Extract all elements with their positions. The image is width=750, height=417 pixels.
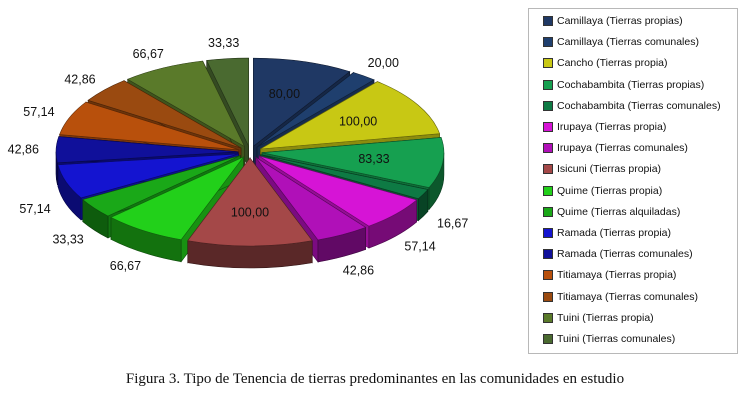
legend-entry: Ramada (Tierras comunales) (543, 247, 693, 261)
legend-swatch (543, 270, 553, 281)
data-label: 83,33 (358, 152, 389, 166)
legend-entry: Irupaya (Tierras comunales) (543, 141, 688, 155)
legend-label: Irupaya (Tierras propia) (557, 121, 667, 133)
data-label: 80,00 (269, 87, 300, 101)
legend-entry: Cancho (Tierras propia) (543, 56, 668, 70)
legend-label: Cancho (Tierras propia) (557, 57, 668, 70)
pie-slice-8 (187, 157, 313, 269)
legend-swatch (543, 249, 553, 260)
legend-entry: Quime (Tierras alquiladas) (543, 205, 680, 219)
data-label: 42,86 (8, 142, 39, 156)
data-label: 57,14 (404, 240, 435, 254)
legend-entry: Ramada (Tierras propia) (543, 226, 671, 240)
legend-label: Camillaya (Tierras comunales) (557, 36, 699, 49)
legend-entry: Camillaya (Tierras propias) (543, 14, 683, 28)
legend-label: Titiamaya (Tierras comunales) (557, 290, 699, 303)
legend-swatch (543, 58, 553, 69)
data-label: 42,86 (64, 72, 95, 86)
legend-swatch (543, 185, 553, 196)
legend-swatch (543, 143, 553, 154)
legend-swatch (543, 228, 553, 238)
legend-swatch (543, 164, 553, 175)
legend-label: Camillaya (Tierras propias) (557, 15, 683, 27)
legend-label: Cochabambita (Tierras comunales) (557, 99, 721, 112)
legend-label: Tuini (Tierras propia) (557, 311, 654, 324)
data-label: 66,67 (110, 259, 141, 273)
legend-swatch (543, 79, 553, 90)
legend-entry: Tuini (Tierras comunales) (543, 332, 675, 346)
legend-entry: Irupaya (Tierras propia) (543, 120, 666, 134)
pie-chart: 80,0020,00100,0083,3316,6757,1442,86100,… (8, 36, 469, 278)
legend-entry: Titiamaya (Tierras comunales) (543, 290, 698, 304)
legend-swatch (543, 291, 553, 302)
legend-swatch (543, 312, 553, 323)
figure-caption: Figura 3. Tipo de Tenencia de tierras pr… (125, 371, 625, 387)
data-label: 57,14 (19, 202, 50, 216)
legend-entry: Camillaya (Tierras comunales) (543, 35, 699, 49)
legend: Camillaya (Tierras propias) Camillaya (Ti… (528, 8, 738, 354)
legend-entry: Tuini (Tierras propia) (543, 311, 654, 325)
data-label: 42,86 (343, 263, 374, 277)
data-label: 16,67 (437, 216, 468, 230)
data-label: 100,00 (231, 206, 269, 220)
data-label: 33,33 (52, 233, 83, 247)
legend-label: Ramada (Tierras comunales) (557, 248, 693, 261)
data-label: 33,33 (208, 36, 239, 50)
legend-label: Cochabambita (Tierras propias) (557, 78, 705, 91)
legend-swatch (543, 37, 553, 48)
legend-label: Ramada (Tierras propia) (557, 227, 671, 239)
legend-entry: Quime (Tierras propia) (543, 184, 662, 198)
legend-swatch (543, 334, 553, 344)
legend-entry: Titiamaya (Tierras propia) (543, 268, 676, 282)
legend-swatch (543, 122, 553, 132)
legend-label: Isicuni (Tierras propia) (557, 163, 662, 176)
legend-swatch (543, 100, 553, 111)
data-label: 57,14 (23, 105, 54, 119)
legend-entry: Cochabambita (Tierras propias) (543, 78, 704, 92)
data-label: 20,00 (368, 56, 399, 70)
data-label: 66,67 (133, 47, 164, 61)
legend-label: Quime (Tierras alquiladas) (557, 205, 681, 218)
legend-label: Quime (Tierras propia) (557, 184, 663, 197)
legend-entry: Cochabambita (Tierras comunales) (543, 99, 721, 113)
legend-label: Irupaya (Tierras comunales) (557, 142, 688, 155)
legend-label: Titiamaya (Tierras propia) (557, 269, 677, 282)
data-label: 100,00 (339, 115, 377, 129)
legend-swatch (543, 206, 553, 217)
legend-swatch (543, 16, 553, 26)
legend-entry: Isicuni (Tierras propia) (543, 162, 661, 176)
legend-label: Tuini (Tierras comunales) (557, 333, 676, 345)
